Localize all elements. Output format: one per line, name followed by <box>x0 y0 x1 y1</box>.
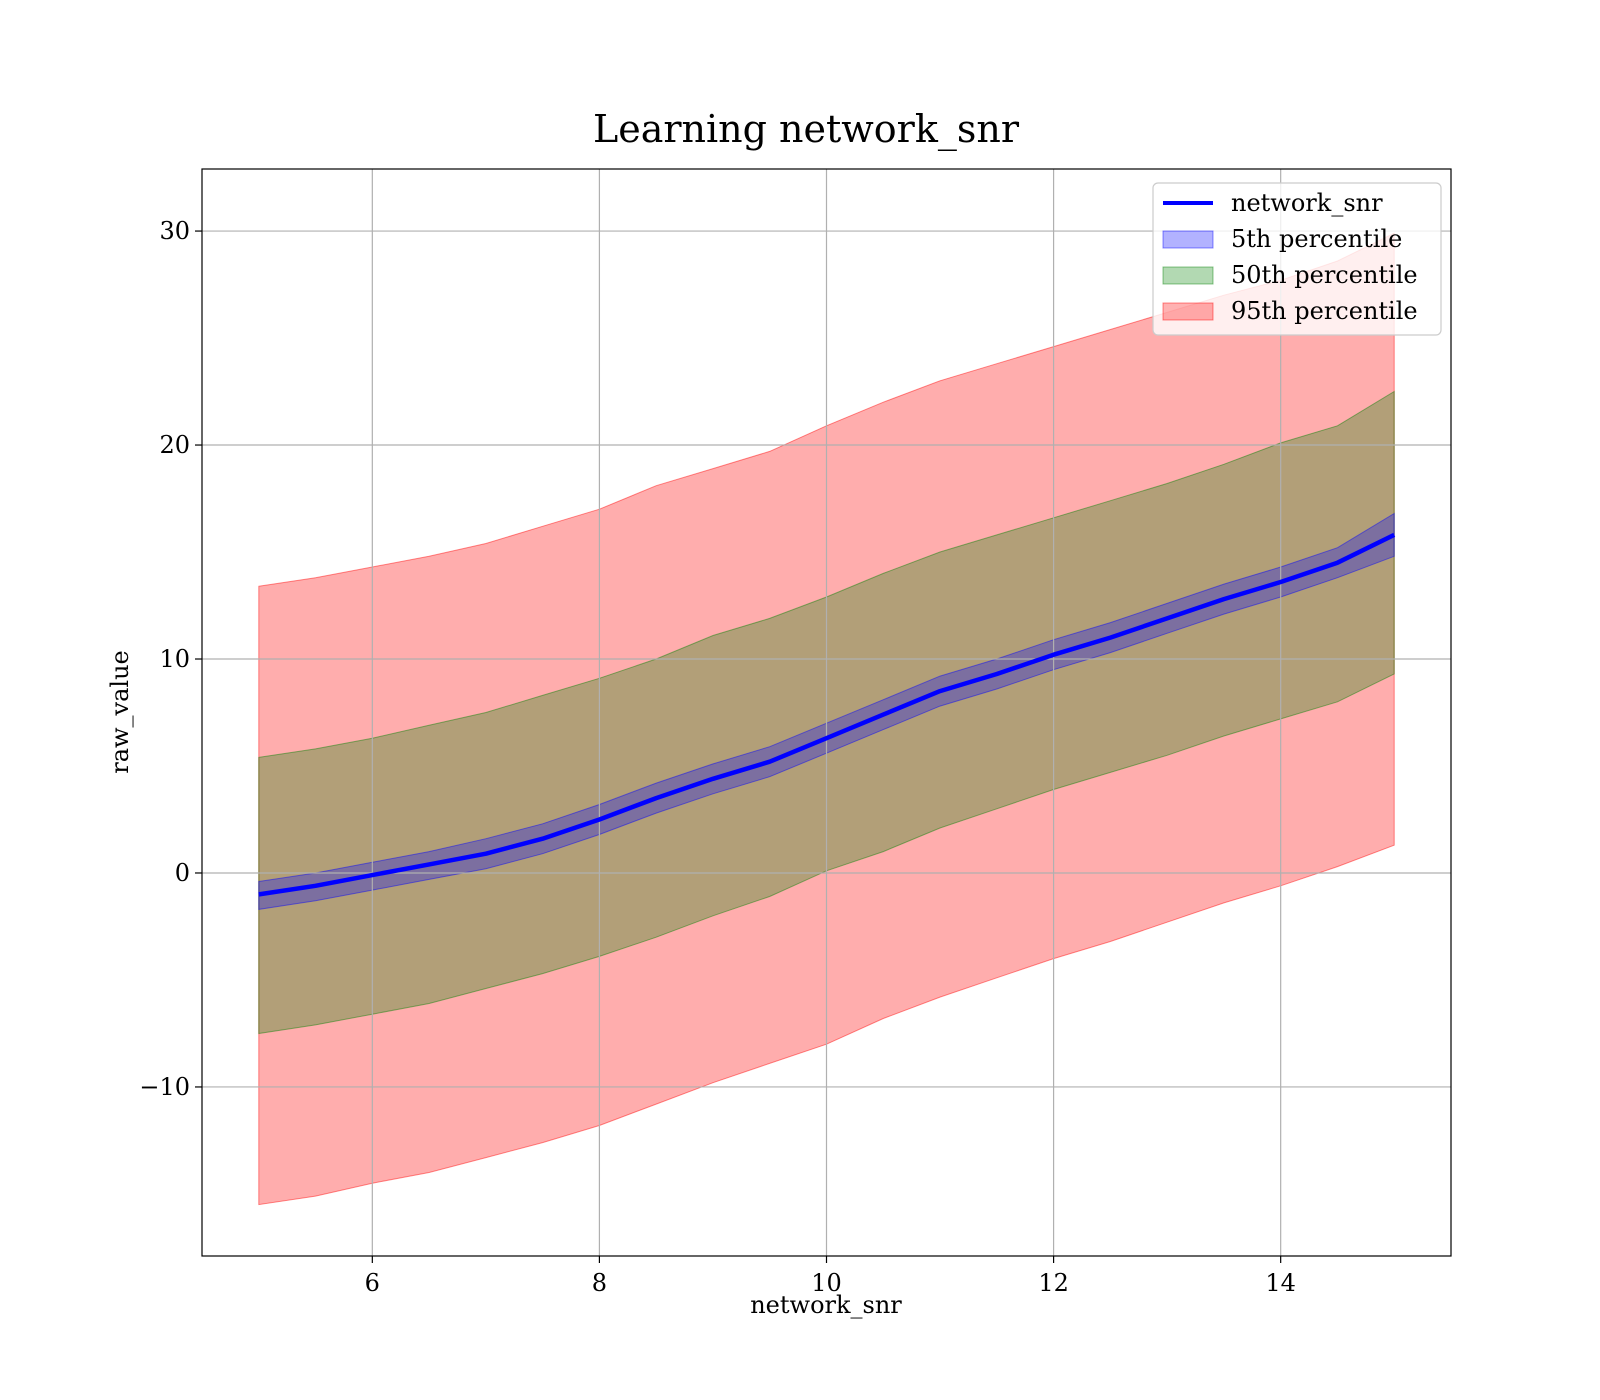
legend-label: 50th percentile <box>1231 261 1418 289</box>
y-tick-label: −10 <box>139 1073 190 1101</box>
x-tick-label: 10 <box>811 1269 842 1297</box>
legend-box <box>1152 182 1442 336</box>
y-axis-ticks: −10 0 10 20 30 <box>139 217 202 1101</box>
y-tick-label: 30 <box>159 217 190 245</box>
x-tick-label: 12 <box>1038 1269 1069 1297</box>
x-axis-label: network_snr <box>750 1291 902 1319</box>
y-tick-label: 0 <box>175 859 190 887</box>
legend-swatch-patch <box>1162 266 1214 285</box>
y-tick-label: 20 <box>159 431 190 459</box>
x-tick-label: 14 <box>1265 1269 1296 1297</box>
legend-label: network_snr <box>1231 189 1383 217</box>
legend: network_snr 5th percentile 50th percentile… <box>1152 182 1442 336</box>
chart-title: Learning network_snr <box>593 107 1020 152</box>
x-axis-ticks: 6 8 10 12 14 <box>365 1256 1296 1297</box>
legend-label: 5th percentile <box>1231 225 1402 253</box>
legend-swatch-patch <box>1162 302 1214 321</box>
legend-swatch-patch <box>1162 230 1214 249</box>
x-tick-label: 8 <box>592 1269 607 1297</box>
plot-area <box>201 168 1452 1257</box>
y-axis-label: raw_value <box>106 650 134 774</box>
legend-label: 95th percentile <box>1231 297 1418 325</box>
y-tick-label: 10 <box>159 645 190 673</box>
x-tick-label: 6 <box>365 1269 380 1297</box>
series-line-network-snr <box>258 532 1396 897</box>
series-line-layer <box>258 532 1396 897</box>
